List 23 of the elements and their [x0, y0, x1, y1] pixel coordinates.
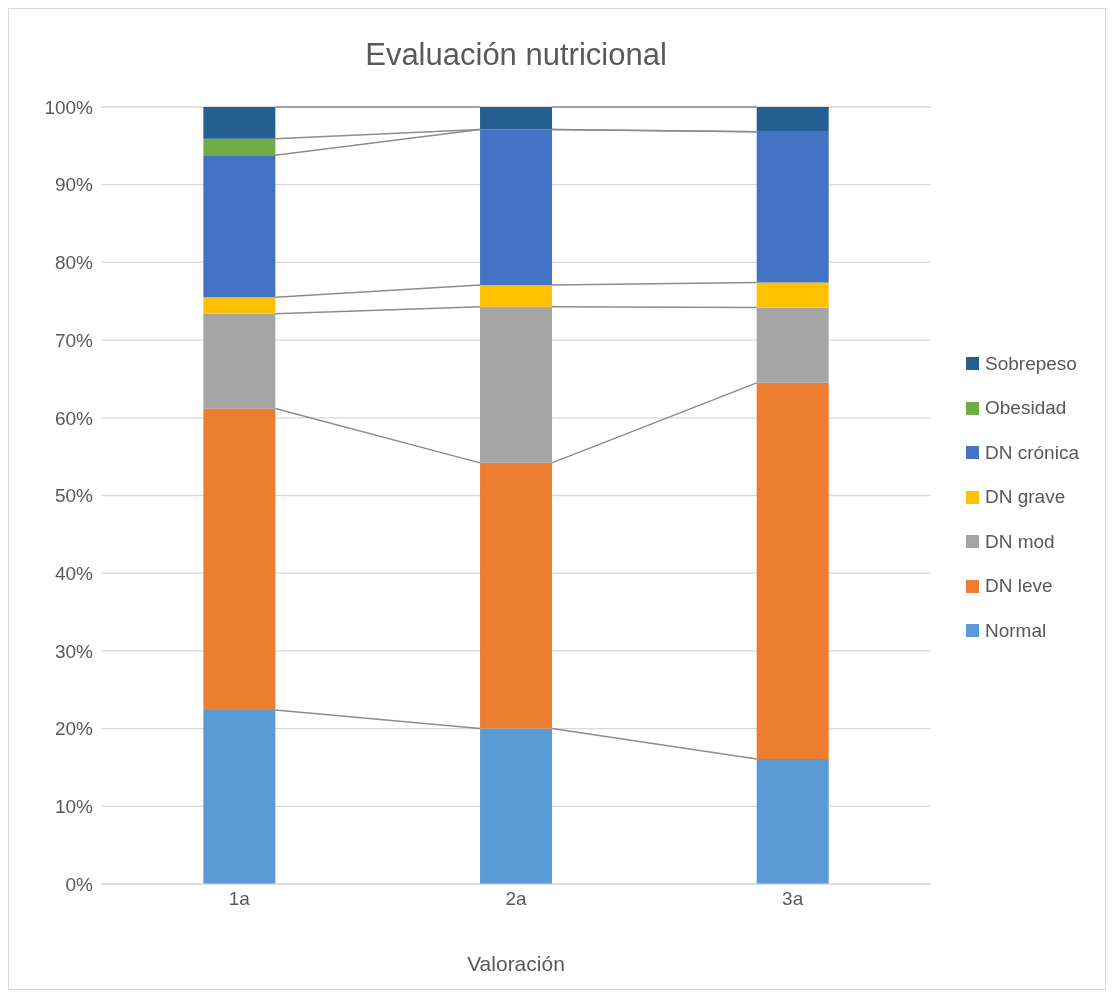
legend-label: DN grave — [985, 486, 1066, 509]
y-tick-label: 60% — [54, 407, 94, 429]
y-tick-label: 80% — [54, 252, 94, 274]
y-tick-label: 90% — [54, 174, 94, 196]
y-tick-label: 10% — [54, 796, 94, 818]
legend-label: Normal — [985, 619, 1047, 642]
legend-label: DN leve — [985, 575, 1053, 598]
legend-label: Obesidad — [985, 397, 1067, 420]
x-tick-label: 2a — [505, 888, 527, 910]
y-tick-label: 40% — [54, 562, 94, 584]
y-tick-label: 100% — [44, 96, 94, 118]
y-tick-label: 70% — [54, 329, 94, 351]
legend-label: DN mod — [985, 530, 1055, 553]
x-axis-title: Valoración — [467, 952, 565, 975]
y-tick-label: 50% — [54, 485, 94, 507]
legend-label: Sobrepeso — [985, 352, 1077, 375]
y-tick-label: 0% — [65, 873, 94, 895]
y-tick-label: 30% — [54, 640, 94, 662]
chart-title: Evaluación nutricional — [364, 37, 668, 73]
x-tick-label: 1a — [228, 888, 251, 910]
x-tick-label: 3a — [782, 888, 804, 910]
y-tick-label: 20% — [54, 718, 94, 740]
legend-label: DN crónica — [985, 441, 1079, 464]
